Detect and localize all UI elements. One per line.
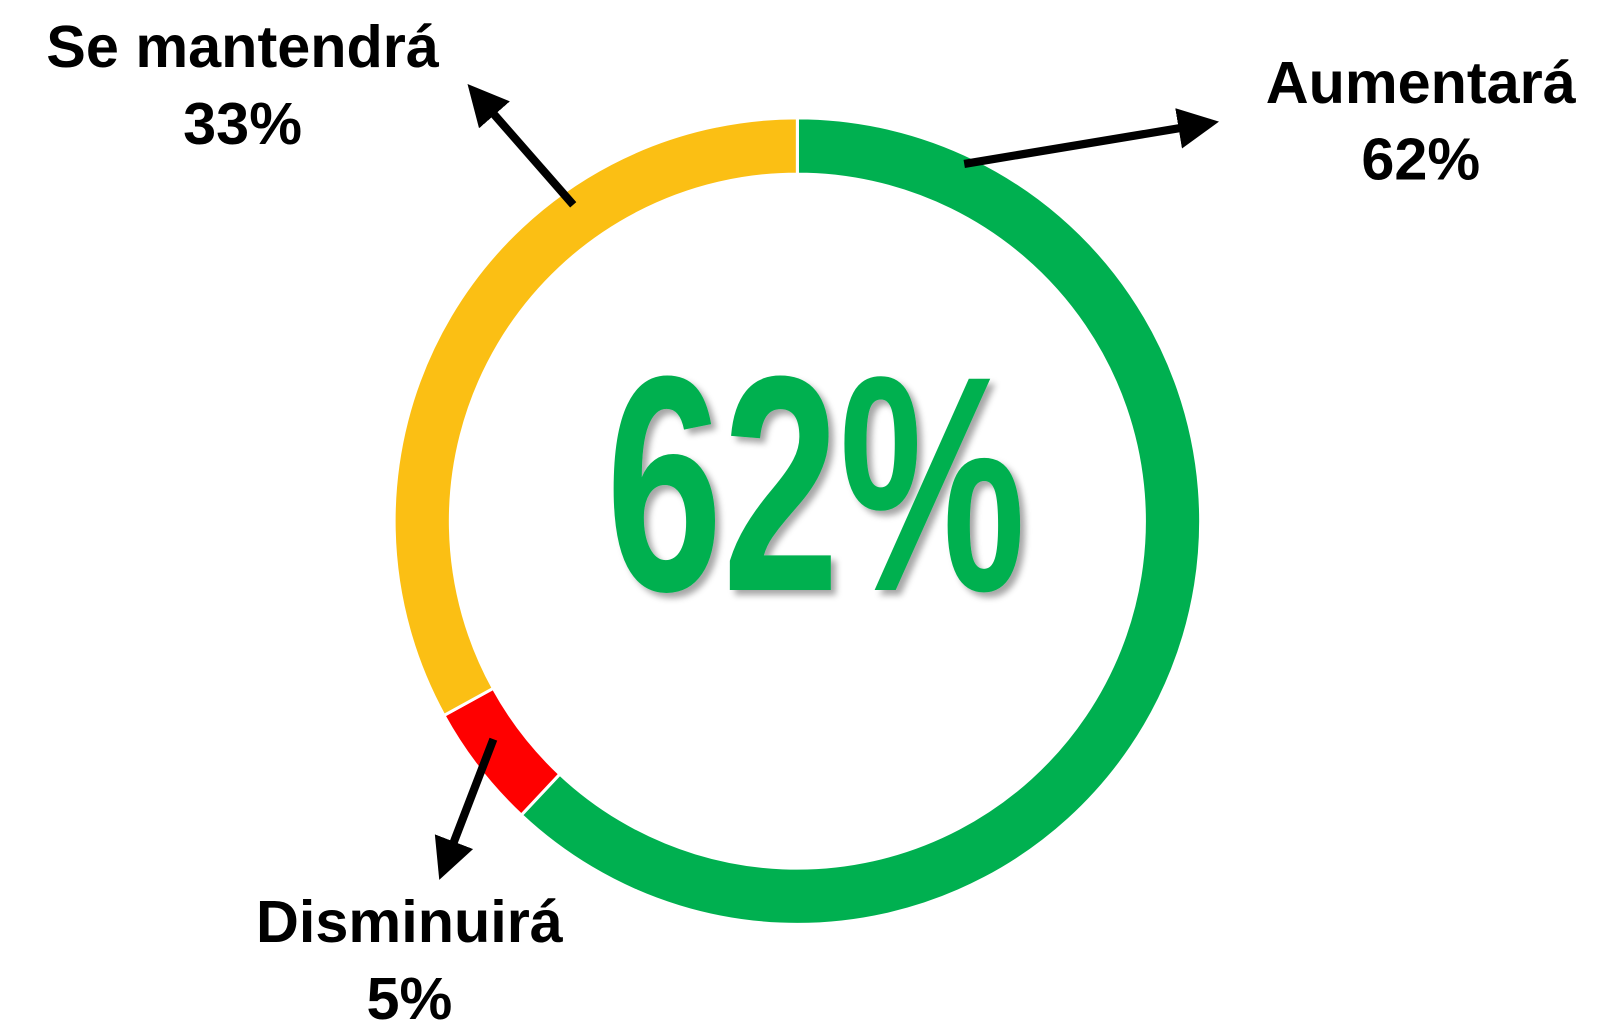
- slice-label: Aumentará: [1266, 49, 1577, 116]
- value-label: 5%: [367, 965, 453, 1030]
- callout-arrow: [434, 737, 498, 880]
- slice-label: Se mantendrá: [46, 13, 440, 80]
- donut-slice: [392, 116, 799, 718]
- slice-label: Disminuirá: [256, 888, 564, 955]
- donut-slice: [519, 116, 1203, 926]
- callout-arrow: [467, 84, 577, 208]
- center-text: 62%: [606, 313, 1026, 656]
- value-label: 62%: [1361, 126, 1480, 193]
- value-label: 33%: [183, 90, 302, 157]
- callout-arrow: [963, 108, 1219, 168]
